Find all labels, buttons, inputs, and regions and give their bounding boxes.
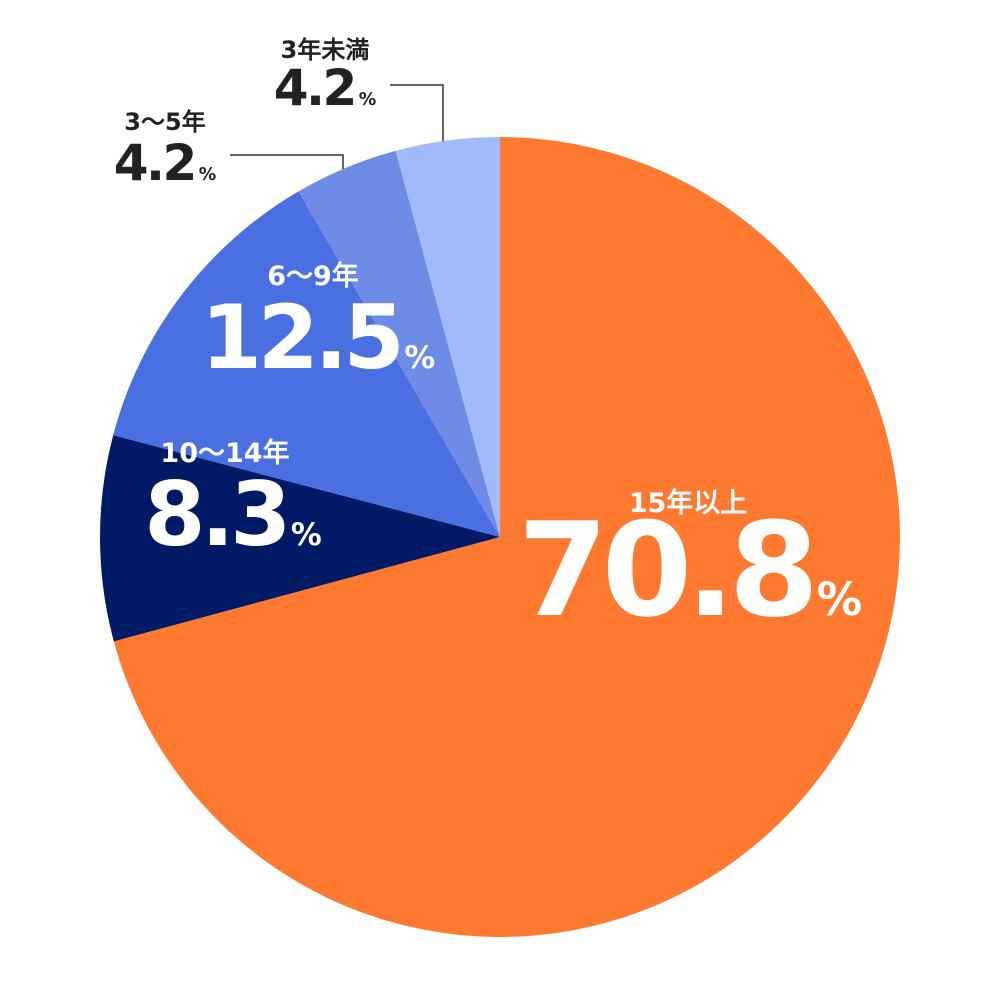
- value-label: 4.2%: [114, 134, 217, 192]
- pie-slice: [113, 137, 900, 937]
- value-number: 12.5: [201, 286, 401, 389]
- value-label: 12.5%: [201, 286, 435, 389]
- pie-slice: [99, 435, 500, 642]
- value-label: 8.3%: [144, 463, 322, 566]
- value-number: 70.8: [518, 494, 813, 646]
- pie-slice: [395, 137, 500, 537]
- value-label: 70.8%: [518, 494, 862, 646]
- value-label: 4.2%: [274, 59, 377, 117]
- value-unit: %: [199, 165, 217, 185]
- slice-label: 6〜9年: [267, 260, 359, 292]
- value-unit: %: [291, 517, 322, 553]
- value-unit: %: [817, 573, 863, 626]
- pie-slice: [113, 191, 500, 537]
- slice-label: 15年以上: [629, 487, 748, 519]
- value-number: 4.2: [114, 134, 195, 192]
- value-unit: %: [359, 90, 377, 110]
- value-number: 4.2: [274, 59, 355, 117]
- value-unit: %: [404, 340, 435, 376]
- value-number: 8.3: [144, 463, 287, 566]
- slice-label: 3〜5年: [124, 108, 205, 136]
- slice-label: 10〜14年: [160, 437, 289, 469]
- pie-slice: [298, 150, 500, 537]
- slice-label: 3年未満: [281, 36, 370, 64]
